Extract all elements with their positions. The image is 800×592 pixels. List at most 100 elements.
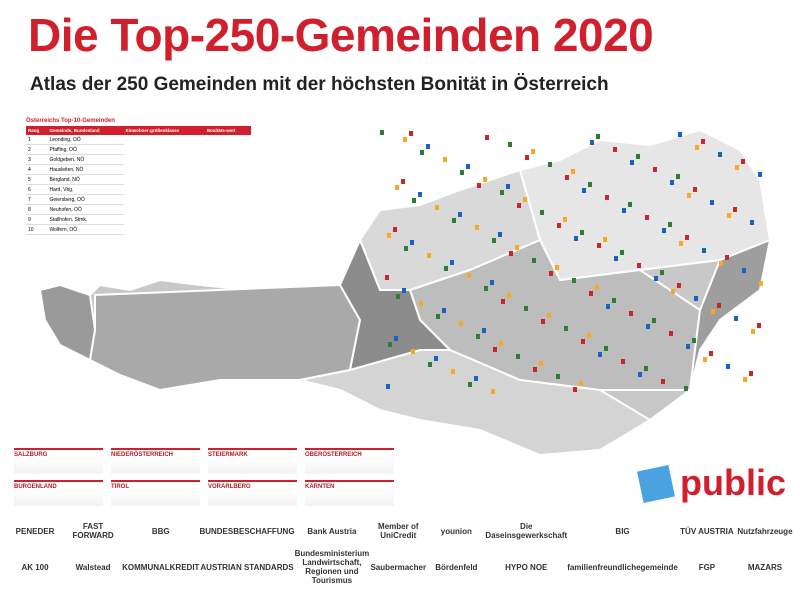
table: Rang Gemeinde, Bundesland Einwohner-größen… <box>26 126 251 235</box>
marker <box>444 266 448 271</box>
marker <box>668 222 672 227</box>
marker <box>380 130 384 135</box>
kdz-logo <box>637 465 675 503</box>
table-row: 1 Leonding, OÖ <box>26 135 251 145</box>
marker <box>661 379 665 384</box>
marker <box>420 150 424 155</box>
marker <box>652 318 656 323</box>
marker <box>426 144 430 149</box>
marker <box>621 359 625 364</box>
marker <box>385 275 389 280</box>
marker <box>734 316 738 321</box>
marker <box>443 157 447 162</box>
marker <box>733 207 737 212</box>
marker <box>516 354 520 359</box>
marker <box>595 285 599 290</box>
marker <box>622 208 626 213</box>
sponsor-logo: BIG <box>615 526 630 536</box>
sponsor-logo: Nutzfahrzeuge <box>737 526 793 536</box>
region-box: TIROL <box>111 480 200 506</box>
marker <box>451 369 455 374</box>
marker <box>741 159 745 164</box>
marker <box>614 256 618 261</box>
marker <box>412 198 416 203</box>
table-row: 4 Hausleiten, NÖ <box>26 164 251 175</box>
marker <box>604 346 608 351</box>
sponsor-strip: PENEDER FAST FORWARD BBG BUNDESBESCHAFFUNG B… <box>0 514 800 592</box>
marker <box>637 263 641 268</box>
marker <box>401 179 405 184</box>
table-cell: Pfaffing, OÖ <box>47 144 124 155</box>
marker <box>460 170 464 175</box>
sponsor-logo: Die Daseinsgewerkschaft <box>485 522 568 540</box>
table-cell: 1 <box>26 135 48 145</box>
brand-logo: public <box>680 462 786 503</box>
marker <box>582 188 586 193</box>
marker <box>409 131 413 136</box>
table-row: 7 Geiersberg, OÖ <box>26 194 251 205</box>
marker <box>687 193 691 198</box>
marker <box>435 205 439 210</box>
region <box>38 283 97 362</box>
marker <box>459 321 463 326</box>
region <box>88 283 362 392</box>
region-box: KÄRNTEN <box>305 480 394 506</box>
marker <box>564 326 568 331</box>
table-title: Österreichs Top-10-Gemeinden <box>26 118 115 124</box>
marker <box>630 160 634 165</box>
table-cell: Neuhofen, OÖ <box>47 204 124 215</box>
marker <box>474 376 478 381</box>
marker <box>596 134 600 139</box>
austria-map <box>38 128 772 457</box>
marker <box>597 243 601 248</box>
marker <box>751 329 755 334</box>
sponsor-logo: MAZARS <box>747 562 783 572</box>
marker <box>679 241 683 246</box>
region <box>338 237 453 372</box>
marker <box>557 223 561 228</box>
column-header: Rang <box>26 126 48 135</box>
marker <box>590 140 594 145</box>
marker <box>695 145 699 150</box>
marker <box>702 248 706 253</box>
table-row: 6 Hard, Vbg. <box>26 184 251 195</box>
table-cell: 8 <box>26 204 48 215</box>
marker <box>646 324 650 329</box>
table-cell: Leonding, OÖ <box>47 135 124 145</box>
marker <box>606 304 610 309</box>
sponsor-logo: FGP <box>698 562 716 572</box>
table-cell: Hard, Vbg. <box>47 184 124 195</box>
marker <box>579 381 583 386</box>
table-cell: 6 <box>26 184 48 195</box>
marker <box>654 276 658 281</box>
marker <box>671 289 675 294</box>
marker <box>742 268 746 273</box>
sponsor-logo: PENEDER <box>15 526 55 536</box>
table-cell: Wolfern, OÖ <box>47 224 124 235</box>
marker <box>556 374 560 379</box>
marker <box>394 336 398 341</box>
marker <box>725 255 729 260</box>
marker <box>434 356 438 361</box>
marker <box>467 273 471 278</box>
top10-table: Österreichs Top-10-Gemeinden Rang Gemeind… <box>26 118 251 235</box>
marker <box>501 299 505 304</box>
marker <box>509 251 513 256</box>
marker <box>524 306 528 311</box>
marker <box>612 298 616 303</box>
marker <box>395 185 399 190</box>
marker <box>605 195 609 200</box>
marker <box>477 183 481 188</box>
marker <box>620 250 624 255</box>
marker <box>525 155 529 160</box>
marker <box>532 258 536 263</box>
marker <box>613 147 617 152</box>
marker <box>436 314 440 319</box>
table-row: 5 Bergland, NÖ <box>26 174 251 185</box>
marker <box>476 334 480 339</box>
marker <box>475 225 479 230</box>
sponsor-logo: FAST FORWARD <box>72 522 114 540</box>
marker <box>428 362 432 367</box>
marker <box>393 227 397 232</box>
